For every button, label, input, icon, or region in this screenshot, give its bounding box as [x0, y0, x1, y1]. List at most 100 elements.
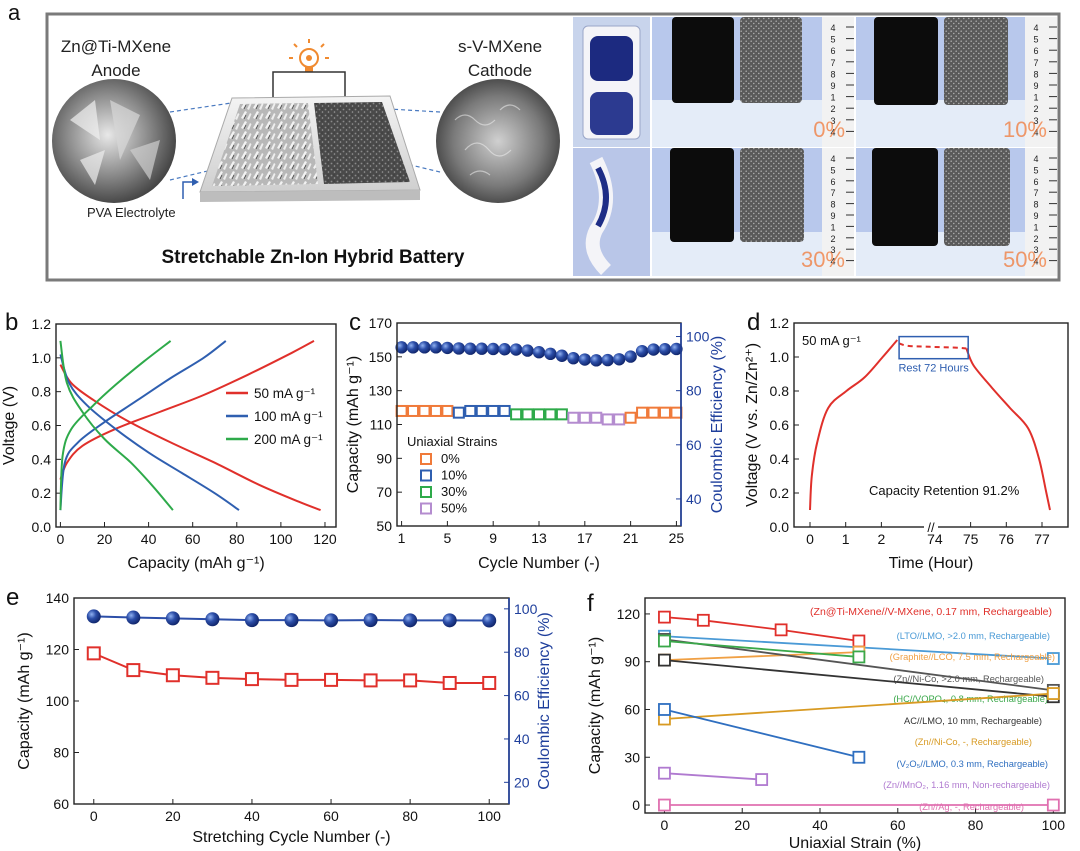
comparison-line [664, 616, 860, 642]
ruler-digit: 1 [1033, 93, 1038, 103]
y-tick-label: 0.2 [32, 485, 52, 501]
efficiency-point [429, 341, 443, 354]
x-tick-label: 100 [1042, 817, 1066, 833]
series-label: (Zn//Ni-Co, >2.0 mm, Rechargeable) [893, 674, 1044, 684]
schematic-title: Stretchable Zn-Ion Hybrid Battery [162, 247, 465, 268]
ruler-digit: 7 [1033, 188, 1038, 198]
y-tick-label: 0 [632, 797, 640, 813]
capacity-point [544, 408, 557, 421]
y2-tick-label: 100 [686, 329, 710, 345]
capacity-point [475, 404, 488, 417]
y-axis-title: Capacity (mAh g⁻¹) [345, 356, 362, 493]
efficiency-point [567, 351, 580, 365]
ruler-digit: 1 [1033, 222, 1038, 232]
comparison-point [774, 623, 788, 637]
comparison-line [664, 651, 859, 662]
comparison-line [664, 638, 1054, 692]
capacity-point [442, 675, 457, 690]
capacity-point [464, 404, 477, 417]
legend-label: 50 mA g⁻¹ [254, 386, 316, 401]
chart-b-voltage-capacity: 0 20 40 60 80 100 120 0.0 0.2 0.4 0.6 0.8 1.0 1.2 50 m… [1, 316, 337, 572]
comparison-point [852, 750, 866, 764]
x-tick-label: 25 [669, 530, 685, 546]
panel-a-letter: a [8, 0, 21, 25]
comparison-line [664, 692, 1054, 720]
capacity-point [578, 411, 591, 424]
efficiency-point [670, 342, 683, 356]
y-axis-title: Voltage (V vs. Zn/Zn²⁺) [744, 343, 761, 507]
strain-label-10: 10% [1003, 117, 1047, 142]
efficiency-point [532, 346, 546, 359]
comparison-point [658, 766, 671, 780]
x-tick-label: 20 [97, 531, 113, 547]
ruler-digit: 5 [830, 35, 835, 45]
efficiency-point [521, 344, 534, 357]
ruler-digit: 2 [830, 104, 835, 114]
x-tick-label: 80 [402, 808, 418, 824]
capacity-point [418, 404, 431, 417]
anode-label-line2: Anode [91, 61, 140, 80]
panel-f-letter: f [587, 590, 594, 617]
capacity-point [613, 413, 626, 426]
anode-label-line1: Zn@Ti-MXene [61, 37, 171, 56]
ruler-digit: 9 [1033, 81, 1038, 91]
capacity-point [498, 404, 511, 417]
efficiency-point [418, 341, 431, 354]
capacity-point [555, 408, 568, 421]
y-tick-label: 120 [617, 606, 641, 622]
ruler-digit: 7 [1033, 58, 1038, 68]
y-axis-title: Voltage (V) [1, 386, 18, 465]
series-label: AC//LMO, 10 mm, Rechargeable) [904, 716, 1042, 726]
capacity-point [647, 406, 660, 419]
series-label: (Zn//Ni-Co, -, Rechargeable) [915, 737, 1032, 747]
ruler-digit: 6 [830, 177, 835, 187]
y-axis-title: Capacity (mAh g⁻¹) [16, 632, 33, 769]
efficiency-point [442, 613, 457, 628]
cathode-label-line1: s-V-MXene [458, 37, 542, 56]
chart-e-stretching-cycles: 0 20 40 60 80 100 60 80 100 120 140 20 40 60 80 100 Stre… [16, 590, 553, 846]
series-curve-discharge [59, 364, 321, 512]
y-tick-label: 30 [624, 749, 640, 765]
ruler-digit: 4 [1033, 154, 1038, 164]
retention-label: Capacity Retention 91.2% [869, 483, 1020, 498]
legend-swatch [420, 469, 432, 482]
y-tick-label: 0.8 [770, 383, 790, 399]
ruler-digit: 6 [1033, 177, 1038, 187]
circuit-wire [272, 71, 346, 100]
ruler-digit: 6 [1033, 46, 1038, 56]
y2-tick-label: 40 [686, 491, 702, 507]
capacity-point [363, 673, 378, 688]
ruler-digit: 4 [1033, 127, 1038, 137]
y2-tick-label: 80 [514, 644, 530, 660]
capacity-point [244, 672, 259, 687]
y-tick-label: 0.8 [32, 384, 52, 400]
x-tick-label: 1 [398, 530, 406, 546]
x-axis-title: Capacity (mAh g⁻¹) [127, 555, 264, 572]
x-tick-label: 9 [489, 530, 497, 546]
ruler-digit: 4 [830, 23, 835, 33]
photo-strain-50 [856, 148, 1057, 276]
x-tick-label: 40 [244, 808, 260, 824]
ruler-digit: 6 [830, 46, 835, 56]
y-tick-label: 100 [46, 693, 70, 709]
efficiency-point [324, 613, 339, 628]
ruler-digit: 9 [830, 81, 835, 91]
capacity-point [429, 404, 442, 417]
series-curve-charge [59, 340, 315, 480]
x-tick-label: 75 [963, 531, 979, 547]
capacity-point [670, 406, 683, 419]
y2-tick-label: 60 [514, 688, 530, 704]
ruler-digit: 8 [1033, 69, 1038, 79]
ruler-digit: 5 [1033, 165, 1038, 175]
x-tick-label: 120 [313, 531, 337, 547]
capacity-point [284, 672, 299, 687]
ruler-digit: 4 [830, 257, 835, 267]
capacity-point [482, 675, 497, 690]
x-tick-label: 0 [57, 531, 65, 547]
comparison-point [852, 650, 866, 664]
efficiency-point [658, 343, 672, 356]
comparison-point [658, 798, 671, 812]
efficiency-point [647, 343, 660, 356]
comparison-line [664, 708, 860, 759]
ruler-digit: 7 [830, 58, 835, 68]
